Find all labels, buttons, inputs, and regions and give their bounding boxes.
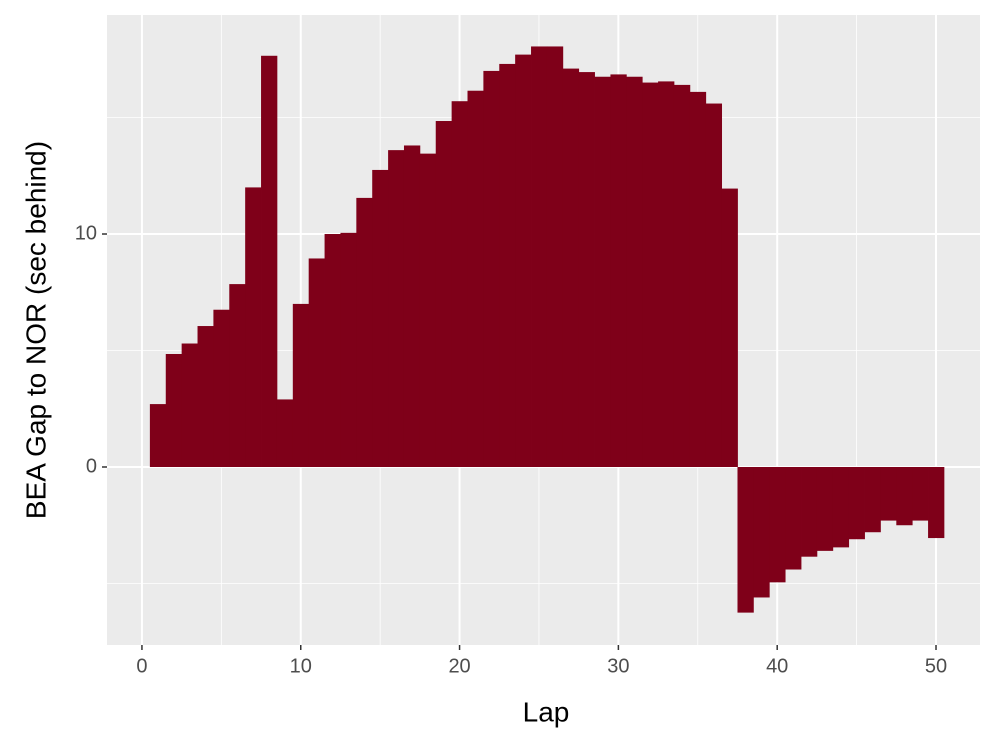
bar	[419, 153, 437, 467]
bar	[483, 70, 500, 467]
bar	[467, 90, 484, 467]
bar	[880, 466, 897, 521]
bar	[388, 150, 405, 467]
bar	[403, 145, 421, 467]
bar	[197, 326, 214, 467]
y-axis-title: BEA Gap to NOR (sec behind)	[20, 141, 51, 519]
x-tick-label: 40	[766, 655, 788, 677]
x-tick-label: 20	[448, 655, 470, 677]
bar	[673, 84, 691, 467]
y-tick-label: 0	[86, 455, 97, 477]
bar	[308, 258, 325, 467]
bar	[245, 187, 262, 467]
bar	[848, 466, 865, 540]
bar	[896, 466, 913, 526]
x-tick-label: 30	[607, 655, 629, 677]
bar	[737, 466, 754, 613]
x-axis-title: Lap	[523, 696, 570, 727]
bar	[261, 55, 278, 467]
bar	[769, 466, 786, 583]
bar	[801, 466, 818, 557]
bar	[292, 303, 310, 467]
x-tick-label: 10	[290, 655, 312, 677]
bar	[928, 466, 945, 539]
bar	[213, 309, 230, 467]
bar	[658, 81, 675, 467]
x-tick-label: 0	[136, 655, 147, 677]
bar	[785, 466, 802, 570]
bar	[451, 101, 468, 467]
bar	[578, 72, 595, 467]
bar	[721, 188, 738, 467]
bar	[165, 353, 183, 467]
bar	[276, 399, 294, 467]
bar	[515, 54, 532, 467]
bar	[324, 234, 341, 467]
bar	[594, 76, 611, 467]
bar	[626, 76, 643, 467]
bar	[912, 466, 929, 521]
bar	[689, 91, 707, 467]
bar	[642, 82, 659, 467]
bar	[229, 284, 246, 467]
ticks: 0 10 0 10 20 30 40 50	[75, 222, 947, 677]
bar	[546, 46, 564, 467]
bar	[531, 46, 548, 467]
bar	[753, 466, 770, 598]
bar	[610, 74, 627, 467]
bar	[372, 169, 389, 467]
bars	[149, 46, 945, 613]
bar	[832, 466, 850, 548]
x-tick-label: 50	[925, 655, 947, 677]
bar	[816, 466, 834, 551]
bar	[340, 232, 357, 467]
bar	[562, 68, 580, 467]
bar	[181, 343, 198, 467]
bar	[705, 103, 723, 467]
bar	[864, 466, 881, 533]
bar	[149, 404, 167, 467]
bar	[499, 63, 516, 467]
bar	[356, 197, 373, 467]
bar	[435, 121, 453, 467]
y-tick-label: 10	[75, 222, 97, 244]
